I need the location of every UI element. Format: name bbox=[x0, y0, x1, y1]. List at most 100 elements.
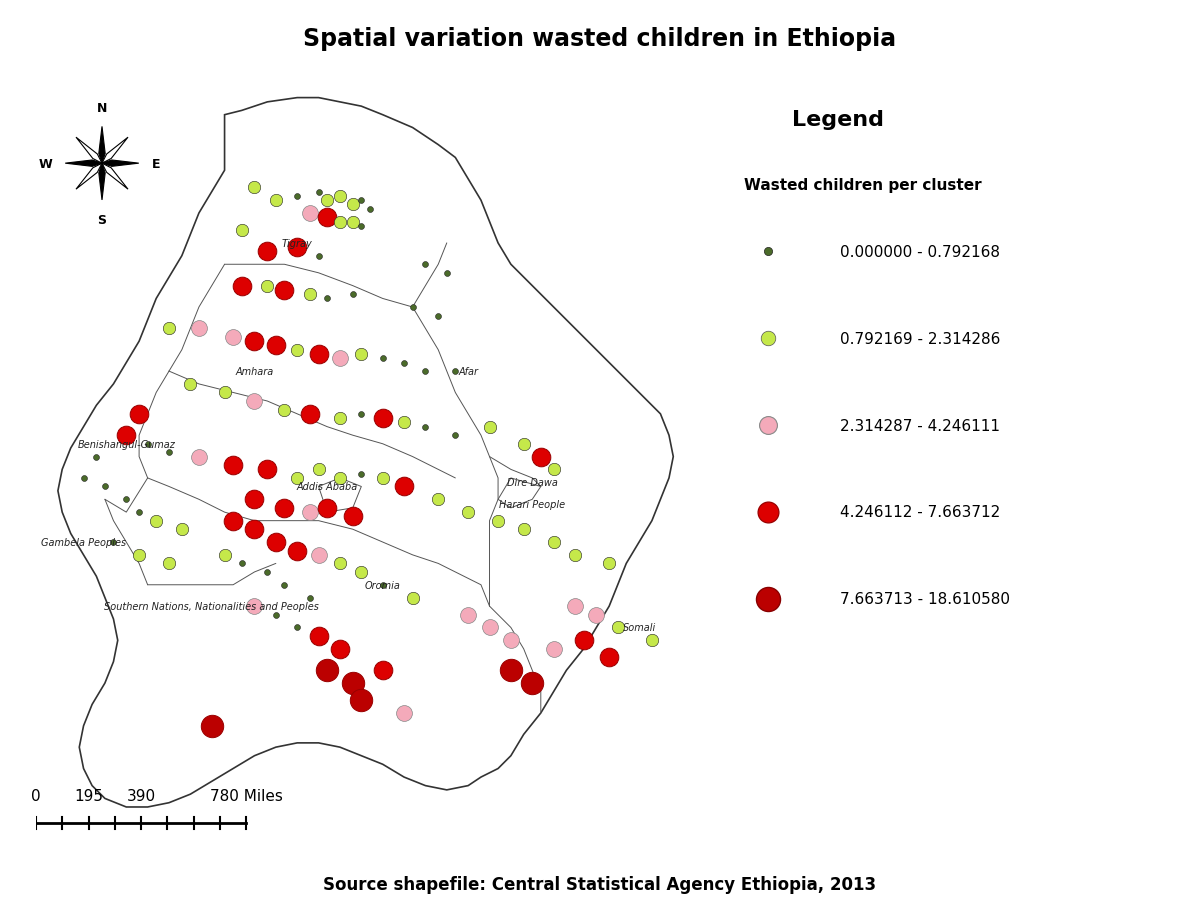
Point bbox=[318, 501, 337, 516]
Text: 0: 0 bbox=[31, 788, 41, 803]
Point bbox=[544, 642, 563, 657]
Point bbox=[245, 493, 264, 507]
Point bbox=[373, 412, 392, 426]
Point bbox=[308, 630, 328, 644]
Point bbox=[416, 258, 436, 272]
Point bbox=[275, 578, 294, 592]
Point bbox=[343, 288, 362, 302]
Point bbox=[343, 676, 362, 691]
Point bbox=[308, 347, 328, 362]
Point bbox=[138, 437, 157, 452]
Point bbox=[502, 663, 521, 678]
Point bbox=[502, 633, 521, 648]
Polygon shape bbox=[102, 138, 128, 164]
Point bbox=[300, 207, 319, 221]
Point bbox=[318, 194, 337, 209]
Text: Gambela Peoples: Gambela Peoples bbox=[41, 537, 126, 548]
Point bbox=[190, 322, 209, 336]
Point bbox=[160, 445, 179, 460]
Point bbox=[245, 181, 264, 196]
Text: 7.663713 - 18.610580: 7.663713 - 18.610580 bbox=[840, 591, 1010, 607]
Point bbox=[288, 471, 307, 486]
Point bbox=[352, 565, 371, 579]
Point bbox=[428, 309, 448, 323]
Point bbox=[416, 420, 436, 435]
Point bbox=[330, 412, 349, 426]
Point bbox=[275, 501, 294, 516]
Text: N: N bbox=[97, 101, 107, 115]
Point bbox=[318, 663, 337, 678]
Point bbox=[544, 463, 563, 477]
Text: 780 Miles: 780 Miles bbox=[210, 788, 282, 803]
Point bbox=[86, 450, 106, 465]
Polygon shape bbox=[58, 98, 673, 807]
Point bbox=[308, 185, 328, 200]
Point bbox=[758, 245, 778, 260]
Point bbox=[352, 693, 371, 708]
Point bbox=[130, 548, 149, 562]
Point bbox=[403, 590, 422, 605]
Point bbox=[275, 283, 294, 298]
Point bbox=[215, 548, 234, 562]
Point bbox=[758, 592, 778, 607]
Point bbox=[343, 198, 362, 212]
Point bbox=[330, 189, 349, 204]
Point bbox=[95, 480, 114, 495]
Point bbox=[215, 385, 234, 400]
Point bbox=[245, 522, 264, 537]
Polygon shape bbox=[102, 164, 128, 190]
Text: Tigray: Tigray bbox=[282, 239, 312, 249]
Point bbox=[758, 418, 778, 433]
Point bbox=[74, 471, 94, 486]
Point bbox=[416, 364, 436, 379]
Polygon shape bbox=[98, 128, 106, 164]
Polygon shape bbox=[98, 164, 106, 200]
Point bbox=[330, 215, 349, 230]
Point bbox=[266, 339, 286, 353]
Point bbox=[245, 394, 264, 409]
Point bbox=[300, 590, 319, 605]
Point bbox=[232, 557, 251, 571]
Point bbox=[160, 557, 179, 571]
Point bbox=[266, 608, 286, 622]
Text: S: S bbox=[97, 213, 107, 227]
Text: Afar: Afar bbox=[458, 367, 478, 376]
Point bbox=[352, 220, 371, 234]
Text: Oromia: Oromia bbox=[365, 580, 401, 590]
Point bbox=[116, 493, 136, 507]
Polygon shape bbox=[76, 164, 102, 190]
Text: Dire Dawa: Dire Dawa bbox=[506, 477, 558, 487]
Text: Benishangul-Gumaz: Benishangul-Gumaz bbox=[77, 439, 175, 449]
Point bbox=[437, 266, 456, 281]
Point bbox=[288, 343, 307, 358]
Point bbox=[300, 407, 319, 422]
Text: Wasted children per cluster: Wasted children per cluster bbox=[744, 178, 982, 193]
Point bbox=[600, 650, 619, 665]
Point bbox=[288, 241, 307, 255]
Point bbox=[130, 506, 149, 520]
Point bbox=[395, 480, 414, 495]
Text: Legend: Legend bbox=[792, 109, 884, 129]
Point bbox=[532, 450, 551, 465]
Point bbox=[574, 633, 593, 648]
Point bbox=[360, 202, 379, 217]
Point bbox=[373, 471, 392, 486]
Point bbox=[330, 471, 349, 486]
Point bbox=[288, 189, 307, 204]
Point bbox=[642, 633, 661, 648]
Text: E: E bbox=[151, 158, 160, 170]
Point bbox=[352, 194, 371, 209]
Point bbox=[223, 331, 242, 345]
Point bbox=[308, 463, 328, 477]
Point bbox=[480, 620, 499, 635]
Point bbox=[318, 292, 337, 306]
Polygon shape bbox=[76, 138, 102, 164]
Text: Somali: Somali bbox=[623, 623, 655, 633]
Point bbox=[300, 506, 319, 520]
Text: Spatial variation wasted children in Ethiopia: Spatial variation wasted children in Eth… bbox=[304, 27, 896, 51]
Point bbox=[330, 557, 349, 571]
Polygon shape bbox=[102, 161, 139, 167]
Point bbox=[565, 599, 584, 614]
Point bbox=[308, 249, 328, 263]
Point bbox=[275, 403, 294, 417]
